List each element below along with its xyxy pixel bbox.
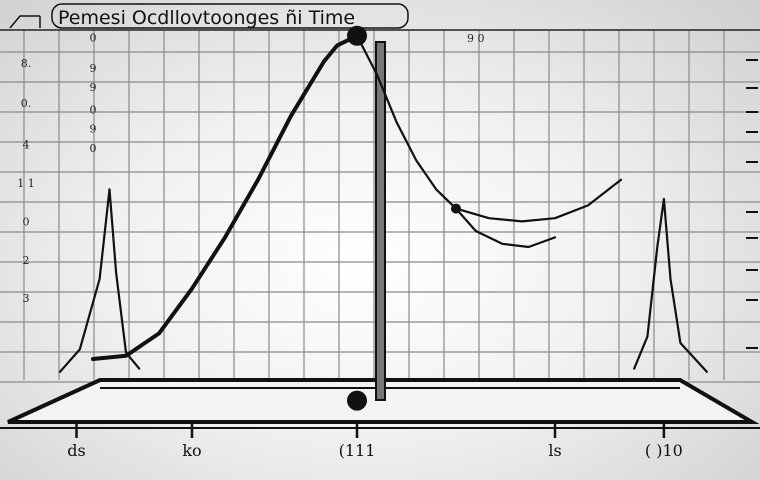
y-tick-label: 2 — [23, 254, 30, 267]
chart-series-group — [58, 33, 708, 373]
data-point-marker — [451, 203, 461, 214]
series-line-2 — [355, 34, 458, 210]
x-tick-label: ls — [548, 441, 561, 460]
x-tick-label: ko — [182, 441, 201, 460]
y-tick-label: 3 — [23, 292, 30, 305]
y-tick-label: 0 — [23, 215, 30, 228]
y-tick-label: 9 — [90, 123, 97, 136]
title-bracket — [9, 15, 41, 29]
x-tick-label: ds — [67, 441, 85, 460]
data-point-marker — [347, 25, 367, 46]
y-tick-label: 0. — [21, 97, 32, 110]
chart-markers — [347, 25, 461, 411]
y-tick-label: 0 — [90, 142, 97, 155]
x-tick-label: ( )10 — [645, 441, 683, 460]
x-tick-label: (111 — [339, 441, 376, 460]
chart-axes — [0, 29, 760, 429]
title-frame — [51, 3, 409, 29]
chart-labels: Pemesi Ocdllovtoonges ñi Time ds ko (111 ls… — [9, 3, 758, 460]
y-tick-label: 9 — [90, 62, 97, 75]
y-tick-label: 0 — [90, 31, 97, 44]
top-tick-label: 9 0 — [467, 32, 485, 45]
series-line-1 — [91, 33, 359, 361]
series-line-3 — [454, 178, 623, 223]
peak-drop-line — [375, 41, 386, 401]
y-tick-label: 8. — [21, 57, 32, 70]
y-tick-label: 0 — [90, 103, 97, 116]
y-tick-label: 1 1 — [17, 177, 35, 190]
chart-title: Pemesi Ocdllovtoonges ñi Time — [58, 7, 355, 29]
series-line-4 — [454, 207, 557, 249]
series-line-5 — [58, 188, 141, 373]
y-tick-label: 4 — [23, 139, 30, 152]
y-tick-label: 9 — [90, 81, 97, 94]
series-line-6 — [633, 197, 708, 373]
data-point-marker — [347, 390, 367, 411]
